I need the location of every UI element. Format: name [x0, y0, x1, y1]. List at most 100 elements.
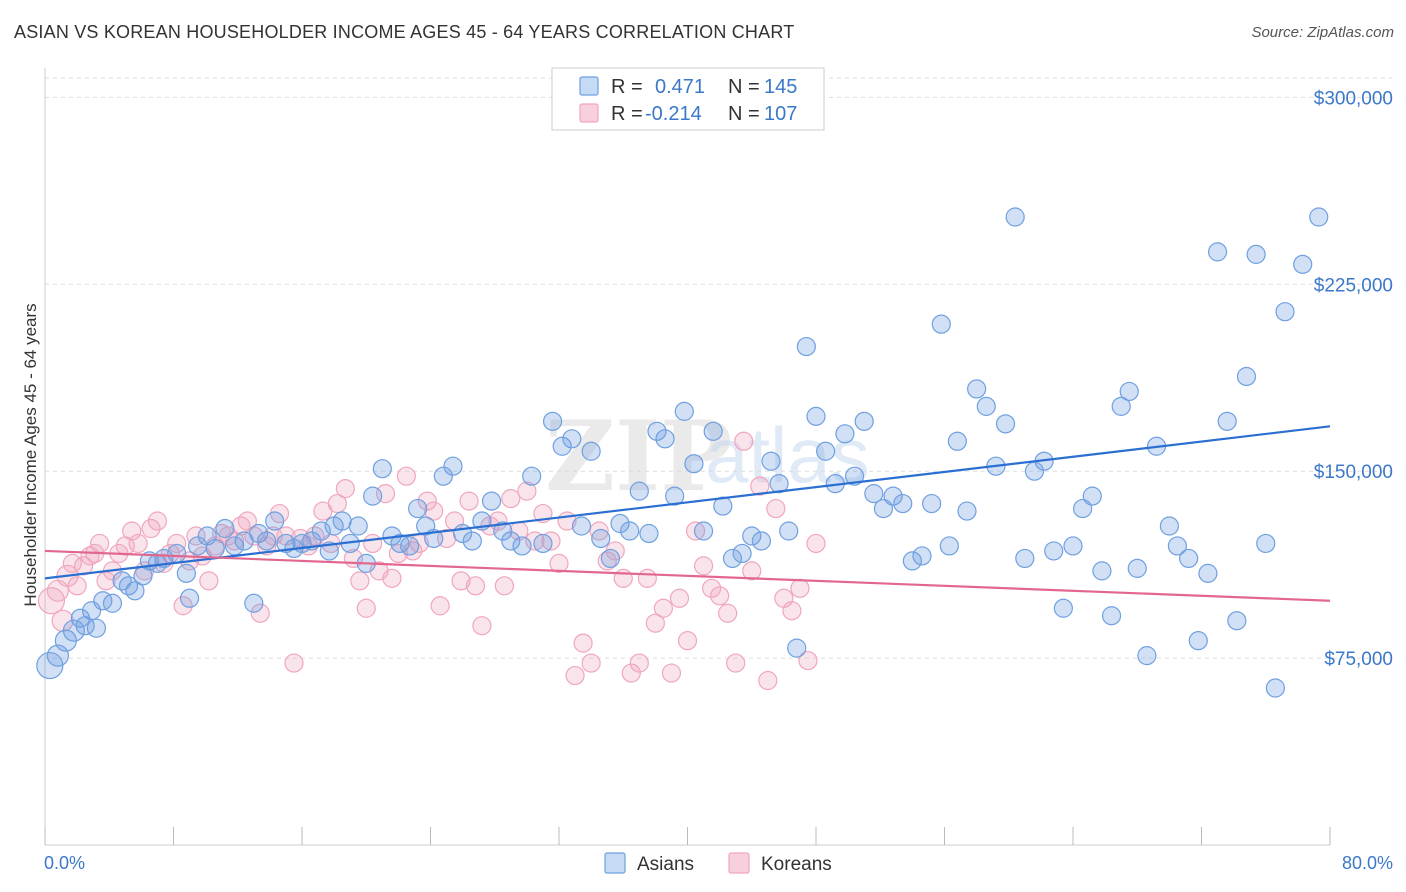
- watermark-zip: ZIP: [545, 400, 732, 513]
- asian-point: [501, 531, 521, 551]
- x-tick-label-max: 80.0%: [1342, 853, 1393, 873]
- korean-point: [726, 653, 746, 673]
- asian-point: [816, 441, 836, 461]
- bottom-legend-label-koreans: Koreans: [761, 854, 832, 875]
- chart-title: ASIAN VS KOREAN HOUSEHOLDER INCOME AGES …: [14, 22, 795, 42]
- asian-point: [703, 421, 723, 441]
- asian-point: [655, 429, 675, 449]
- asian-point: [1005, 207, 1025, 227]
- y-axis-title: Householder Income Ages 45 - 64 years: [21, 303, 40, 606]
- korean-point: [549, 553, 569, 573]
- asian-point: [787, 638, 807, 658]
- asian-point: [372, 459, 392, 479]
- korean-point: [621, 663, 641, 683]
- asian-point: [86, 618, 107, 638]
- asian-point: [167, 543, 187, 564]
- y-tick-label: $225,000: [1314, 275, 1393, 296]
- korean-point: [637, 568, 657, 588]
- axes: [44, 68, 1331, 846]
- asian-point: [244, 593, 264, 613]
- asian-point: [348, 516, 368, 536]
- trend-lines: [44, 425, 1331, 602]
- asian-point: [102, 593, 123, 613]
- asian-point: [1101, 606, 1122, 626]
- asian-point: [552, 436, 572, 456]
- asian-point: [1227, 611, 1247, 631]
- asian-point: [854, 411, 874, 431]
- asian-point: [1159, 516, 1179, 536]
- korean-point: [685, 521, 706, 541]
- asian-point: [571, 516, 592, 536]
- asian-point: [751, 531, 771, 551]
- asian-point: [1127, 558, 1147, 578]
- asian-point: [665, 486, 685, 506]
- y-tick-label: $75,000: [1324, 649, 1393, 670]
- gridlines: [45, 77, 1392, 659]
- asian-point: [400, 536, 420, 556]
- asian-point: [1246, 244, 1266, 264]
- asian-point: [1092, 561, 1112, 581]
- korean-point: [734, 431, 754, 451]
- source-credit: Source: ZipAtlas.com: [1251, 24, 1394, 41]
- legend-n-value-asians: 145: [764, 76, 797, 98]
- asian-point: [742, 526, 762, 546]
- legend-r-value-asians: 0.471: [655, 76, 705, 98]
- korean-point: [90, 533, 110, 554]
- korean-point: [710, 586, 730, 606]
- legend-r-label-asians: R =: [611, 76, 643, 98]
- asian-point: [319, 541, 339, 561]
- korean-point: [629, 653, 649, 673]
- korean-point: [806, 533, 826, 554]
- y-tick-labels: $75,000 $150,000 $225,000 $300,000: [1314, 88, 1393, 670]
- asian-point: [408, 498, 428, 519]
- asian-point: [1207, 242, 1228, 262]
- korean-point: [645, 613, 665, 633]
- korean-point: [356, 598, 376, 618]
- asian-point: [205, 538, 225, 559]
- legend-r-value-koreans: -0.214: [645, 103, 702, 125]
- korean-point: [424, 501, 444, 521]
- asian-point: [591, 528, 611, 549]
- asian-point: [610, 513, 630, 534]
- korean-point: [141, 518, 161, 539]
- asian-point: [931, 314, 951, 334]
- asian-point: [443, 456, 463, 476]
- asian-point: [533, 533, 553, 554]
- asian-point: [647, 421, 667, 441]
- korean-point: [589, 521, 609, 541]
- asian-point: [639, 523, 659, 544]
- korean-point: [750, 476, 770, 496]
- korean-point: [128, 533, 148, 554]
- asian-point: [481, 491, 502, 511]
- trend-line-koreans: [44, 549, 1331, 602]
- asian-point: [1137, 646, 1157, 666]
- korean-point: [250, 603, 270, 623]
- asian-point: [835, 424, 855, 444]
- asian-point: [684, 454, 704, 474]
- legend-n-value-koreans: 107: [764, 103, 797, 125]
- korean-point: [382, 568, 402, 588]
- korean-point: [790, 578, 810, 598]
- korean-point: [37, 587, 66, 615]
- asian-point: [179, 588, 200, 608]
- asian-point: [493, 521, 513, 541]
- korean-point: [335, 479, 355, 499]
- korean-point: [67, 576, 87, 596]
- asian-point: [947, 431, 967, 451]
- korean-point: [388, 543, 408, 564]
- asian-point: [581, 441, 601, 461]
- trend-line-asians: [44, 425, 1331, 580]
- asian-point: [693, 521, 714, 541]
- korean-point: [430, 596, 450, 616]
- korean-point: [327, 493, 347, 514]
- asian-point: [957, 501, 977, 521]
- korean-point: [718, 603, 738, 623]
- asian-point: [176, 563, 196, 583]
- asian-point: [629, 481, 649, 501]
- asian-point: [893, 493, 913, 514]
- korean-point: [199, 571, 219, 591]
- asian-point: [1256, 533, 1276, 554]
- korean-point: [565, 665, 585, 686]
- legend-swatch-koreans: [579, 103, 599, 123]
